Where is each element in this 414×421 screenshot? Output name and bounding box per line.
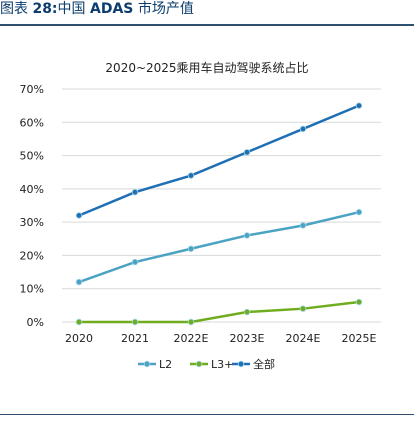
- data-point-l3plus: [299, 305, 307, 312]
- top-rule: [0, 24, 414, 26]
- chart-title: 2020~2025乘用车自动驾驶系统占比: [105, 60, 308, 75]
- caption-rest: 中国: [57, 1, 90, 17]
- data-point-l2: [75, 278, 83, 286]
- figure-caption: 图表 28:中国 ADAS 市场产值: [0, 0, 414, 24]
- data-point--: [355, 102, 363, 109]
- y-tick-label: 70%: [20, 83, 44, 96]
- x-tick-label: 2023E: [230, 332, 265, 345]
- grid-lines: [62, 88, 381, 323]
- series-line-l3plus: [79, 300, 360, 324]
- legend-marker--: [237, 360, 245, 368]
- y-tick-label: 30%: [20, 216, 44, 229]
- data-point--: [131, 188, 139, 196]
- data-point-l2: [187, 245, 195, 252]
- legend-marker-l2: [143, 360, 151, 368]
- data-point-l2: [243, 232, 251, 239]
- y-tick-label: 10%: [20, 283, 44, 296]
- y-tick-label: 0%: [27, 316, 44, 329]
- caption-bold-word: ADAS: [90, 1, 134, 17]
- bottom-rule: [0, 414, 414, 415]
- x-tick-label: 2021: [121, 332, 149, 345]
- series-line--: [78, 104, 360, 217]
- data-point-l3plus: [243, 308, 251, 316]
- data-point--: [187, 172, 195, 179]
- series-line-l2: [78, 210, 360, 284]
- legend-label--: 全部: [253, 357, 275, 371]
- data-point-l3plus: [131, 318, 139, 326]
- y-tick-label: 20%: [20, 249, 44, 262]
- data-point-l2: [131, 258, 139, 266]
- data-point--: [299, 125, 307, 133]
- x-axis-ticks: 2020 2021 2022E 2023E 2024E 2025E: [65, 332, 377, 345]
- data-point-l2: [299, 222, 307, 229]
- y-tick-label: 50%: [20, 150, 44, 163]
- x-tick-label: 2022E: [174, 332, 209, 345]
- x-tick-label: 2020: [65, 332, 93, 345]
- data-point-l2: [355, 208, 363, 216]
- legend-label-l3plus: L3+: [211, 358, 233, 371]
- series-lines: [75, 102, 363, 326]
- legend: L2 L3+ 全部: [138, 357, 275, 371]
- caption-prefix: 图表: [0, 1, 33, 17]
- caption-number: 28:: [32, 1, 58, 17]
- data-point--: [75, 212, 83, 219]
- y-tick-label: 60%: [20, 116, 44, 129]
- legend-marker-l3plus: [195, 360, 203, 368]
- legend-label-l2: L2: [159, 358, 172, 371]
- y-tick-label: 40%: [20, 183, 44, 196]
- data-point-l3plus: [355, 298, 363, 306]
- x-tick-label: 2024E: [286, 332, 321, 345]
- caption-suffix: 市场产值: [133, 1, 194, 17]
- x-tick-label: 2025E: [342, 332, 377, 345]
- data-point-l3plus: [75, 318, 83, 326]
- data-point--: [243, 149, 251, 156]
- y-axis-ticks: 0% 10% 20% 30% 40% 50% 60% 70%: [20, 83, 44, 329]
- data-point-l3plus: [187, 318, 195, 326]
